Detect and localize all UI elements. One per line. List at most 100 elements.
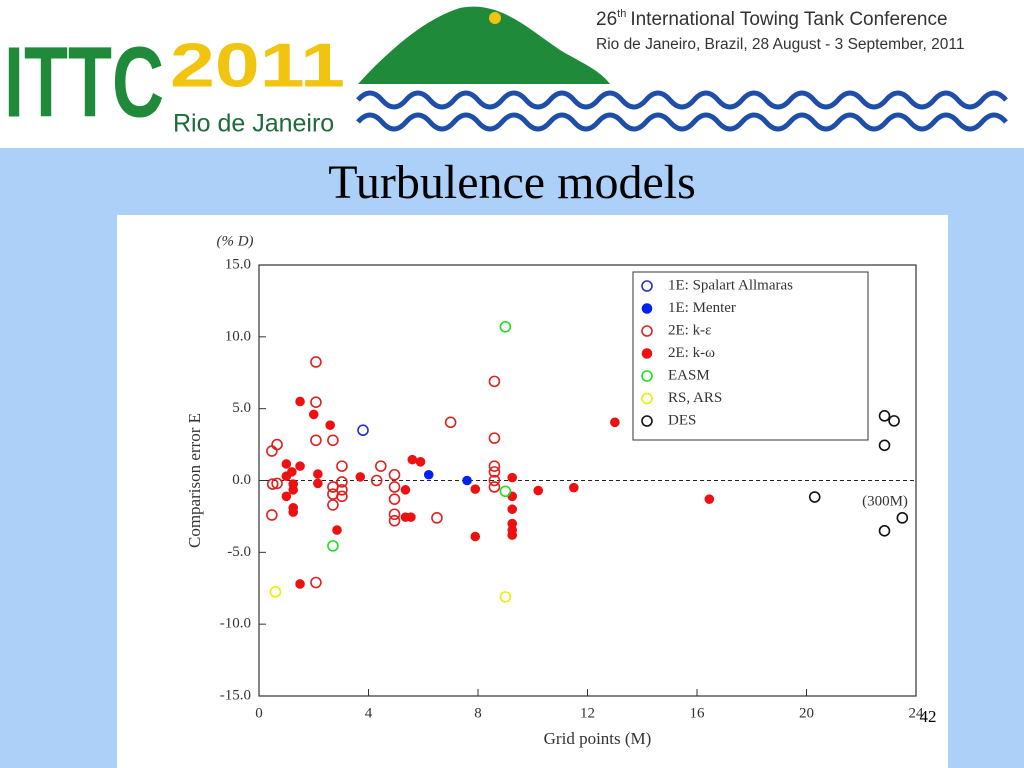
annotation: (300M) [862,493,908,509]
y-unit-label: (% D) [216,233,253,249]
marker [388,468,401,481]
marker [313,478,323,489]
legend-label: 1E: Spalart Allmaras [668,277,793,293]
marker [407,454,418,465]
y-tick-label: 10.0 [225,328,251,344]
conference-title: 26th International Towing Tank Conference [596,8,948,30]
marker [325,420,335,430]
conference-suffix: th [617,8,626,20]
marker [808,491,821,503]
legend-marker [641,348,653,359]
marker [406,512,416,522]
marker [269,586,282,598]
marker [488,466,501,478]
marker [878,524,891,537]
marker [313,469,323,479]
legend-label: EASM [668,367,710,383]
waves [356,90,1008,132]
marker [281,491,292,502]
marker [896,512,909,524]
y-tick-label: 5.0 [232,400,251,416]
mountain [358,6,610,84]
marker [444,416,457,429]
marker [336,460,348,472]
logo-text: ITTC [4,26,164,138]
marker [533,485,544,496]
marker [704,494,715,504]
marker [388,508,401,521]
marker [332,525,342,535]
marker [507,504,518,515]
marker [499,591,512,603]
legend-label: DES [668,412,696,428]
marker [388,514,401,527]
marker [488,460,501,472]
logo-city: Rio de Janeiro [173,110,334,138]
marker [355,472,366,482]
legend-box [632,271,869,441]
marker [336,490,348,503]
legend-marker [641,415,653,427]
marker [488,474,501,487]
x-tick-label: 16 [690,705,706,721]
y-tick-label: 15.0 [225,256,251,272]
x-tick-label: 0 [255,705,263,721]
marker [310,396,322,409]
marker [266,509,278,521]
x-tick-label: 24 [909,705,925,721]
legend-marker [641,370,653,382]
marker [308,409,319,420]
page-number: 42 [920,707,937,726]
marker [370,474,383,487]
marker [415,457,426,467]
marker [488,481,501,493]
x-tick-label: 20 [799,705,814,721]
marker [281,459,292,469]
marker [488,432,501,444]
marker [310,434,322,447]
marker [400,485,411,495]
y-tick-label: -10.0 [220,616,251,632]
marker [295,396,305,407]
marker [423,469,434,480]
marker [295,461,305,471]
legend-label: 2E: k-ω [668,345,715,361]
marker [569,482,579,493]
y-axis-label: Comparison error E [185,413,204,548]
marker [327,540,339,552]
marker [499,320,512,333]
marker [470,531,481,542]
marker [431,512,443,524]
marker [375,460,387,472]
chart: -15.0 -10.0 -5.0 0.0 5.0 10.0 15.0 0 4 8 12 16 20 24 G… [185,233,924,747]
sun [489,12,501,24]
marker [271,438,283,451]
marker [271,477,283,490]
legend-label: 2E: k-ε [668,322,711,338]
slide-title: Turbulence models [328,156,696,209]
legend-marker [641,325,653,337]
legend-marker [641,392,653,405]
legend-marker [641,280,653,292]
marker [295,579,305,589]
legend-marker [641,303,653,314]
marker [310,356,322,368]
marker [507,530,518,540]
marker [357,424,369,437]
y-tick-label: -15.0 [220,687,251,703]
x-tick-label: 12 [580,705,595,721]
marker [336,484,348,496]
y-tick-label: 0.0 [232,472,251,488]
marker [327,434,339,447]
legend-label: RS, ARS [668,390,722,406]
conference-number: 26 [596,9,617,30]
marker [288,485,299,495]
marker [488,375,501,388]
marker [287,467,297,477]
conference-details: Rio de Janeiro, Brazil, 28 August - 3 Se… [596,36,965,53]
marker [462,475,472,486]
y-tick-label: -5.0 [227,544,251,560]
marker [610,417,620,428]
marker [470,484,481,494]
